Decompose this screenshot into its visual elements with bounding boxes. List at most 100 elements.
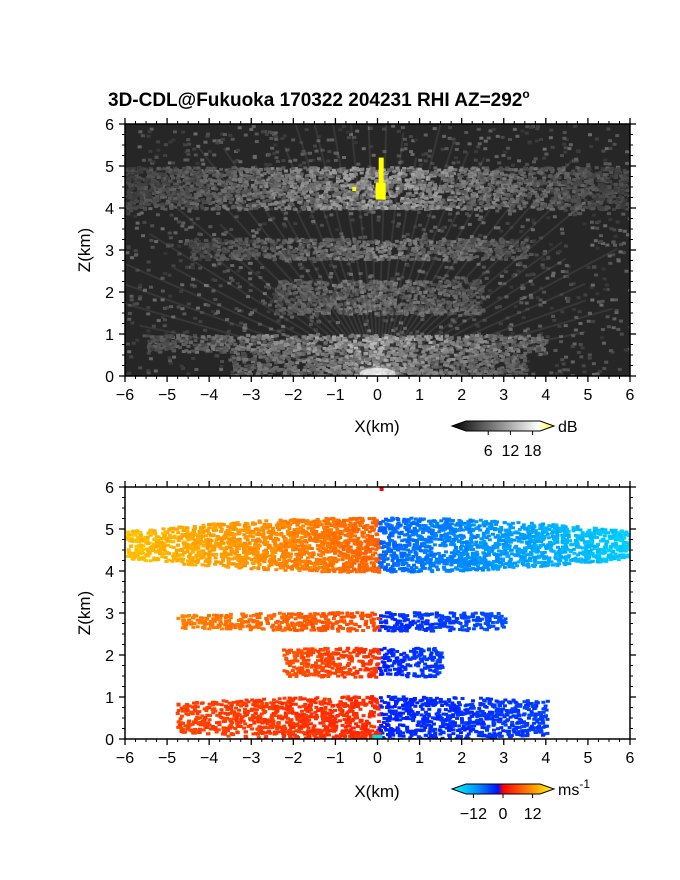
reflectivity-noise-pixel xyxy=(453,260,458,264)
reflectivity-layer-1-pixel xyxy=(263,245,268,249)
reflectivity-noise-pixel xyxy=(551,314,556,318)
reflectivity-noise-pixel xyxy=(464,130,469,134)
reflectivity-layer-0-pixel xyxy=(262,172,267,176)
reflectivity-layer-0-pixel xyxy=(395,166,400,170)
reflectivity-noise-pixel xyxy=(563,324,568,328)
reflectivity-layer-1-pixel xyxy=(362,250,367,254)
reflectivity-layer-0-pixel xyxy=(309,190,314,194)
reflectivity-noise-pixel xyxy=(502,192,507,196)
reflectivity-noise-pixel xyxy=(621,251,626,255)
reflectivity-noise-pixel xyxy=(290,315,295,319)
reflectivity-noise-pixel xyxy=(248,261,253,265)
reflectivity-noise-pixel xyxy=(169,305,174,309)
reflectivity-layer-0-pixel xyxy=(552,175,557,179)
reflectivity-noise-pixel xyxy=(289,326,294,330)
reflectivity-layer-0-pixel xyxy=(620,189,625,193)
reflectivity-noise-pixel xyxy=(127,317,132,321)
reflectivity-layer-0-pixel xyxy=(241,193,246,197)
reflectivity-layer-1-pixel xyxy=(519,256,524,260)
reflectivity-layer-0-pixel xyxy=(510,203,515,207)
reflectivity-noise-pixel xyxy=(267,303,272,307)
reflectivity-noise-pixel xyxy=(477,332,482,336)
reflectivity-layer-0-pixel xyxy=(215,204,220,208)
reflectivity-layer-0-pixel xyxy=(339,185,344,189)
reflectivity-layer-0-pixel xyxy=(293,182,298,186)
reflectivity-noise-pixel xyxy=(186,344,191,348)
reflectivity-layer-0-pixel xyxy=(411,179,416,183)
reflectivity-noise-pixel xyxy=(587,311,592,315)
reflectivity-layer-1-pixel xyxy=(245,243,250,247)
reflectivity-noise-pixel xyxy=(541,257,546,261)
reflectivity-layer-0-pixel xyxy=(194,199,199,203)
reflectivity-noise-pixel xyxy=(212,139,217,143)
reflectivity-layer-0-pixel xyxy=(200,190,205,194)
reflectivity-layer-0-pixel xyxy=(594,185,599,189)
reflectivity-layer-0-pixel xyxy=(471,191,476,195)
reflectivity-layer-0-pixel xyxy=(130,199,135,203)
reflectivity-noise-pixel xyxy=(532,160,537,164)
reflectivity-layer-1-pixel xyxy=(246,256,251,260)
reflectivity-layer-0-pixel xyxy=(131,203,136,207)
reflectivity-layer-0-pixel xyxy=(200,198,205,202)
reflectivity-layer-0-pixel xyxy=(364,186,369,190)
reflectivity-layer-0-pixel xyxy=(503,184,508,188)
reflectivity-layer-0-pixel xyxy=(148,195,153,199)
reflectivity-noise-pixel xyxy=(129,355,134,359)
reflectivity-layer-0-pixel xyxy=(483,207,488,211)
reflectivity-layer-0-pixel xyxy=(390,192,395,196)
reflectivity-layer-1-pixel xyxy=(221,241,226,245)
reflectivity-noise-pixel xyxy=(525,236,530,240)
reflectivity-layer-1-pixel xyxy=(443,258,448,262)
reflectivity-layer-0-pixel xyxy=(361,205,366,209)
reflectivity-layer-1-pixel xyxy=(383,248,388,252)
reflectivity-layer-1-pixel xyxy=(481,249,486,253)
reflectivity-noise-pixel xyxy=(216,211,221,215)
reflectivity-noise-pixel xyxy=(138,130,143,134)
reflectivity-layer-0-pixel xyxy=(627,170,630,174)
reflectivity-layer-0-pixel xyxy=(335,198,340,202)
reflectivity-noise-pixel xyxy=(336,155,341,159)
reflectivity-layer-1-pixel xyxy=(413,239,418,243)
reflectivity-layer-1-pixel xyxy=(324,254,329,258)
reflectivity-layer-0-pixel xyxy=(518,192,523,196)
reflectivity-layer-0-pixel xyxy=(369,172,374,176)
reflectivity-layer-1-pixel xyxy=(483,239,488,243)
reflectivity-layer-1-pixel xyxy=(441,246,446,250)
reflectivity-layer-0-pixel xyxy=(186,181,191,185)
reflectivity-layer-1-pixel xyxy=(471,249,476,253)
reflectivity-layer-1-pixel xyxy=(201,246,206,250)
reflectivity-layer-0-pixel xyxy=(307,207,312,211)
reflectivity-layer-1-pixel xyxy=(235,244,240,248)
reflectivity-noise-pixel xyxy=(167,231,172,235)
reflectivity-layer-0-pixel xyxy=(253,167,258,171)
reflectivity-layer-0-pixel xyxy=(256,169,261,173)
reflectivity-layer-0-pixel xyxy=(598,171,603,175)
reflectivity-layer-0-pixel xyxy=(184,204,189,208)
reflectivity-layer-1-pixel xyxy=(322,256,327,260)
reflectivity-layer-0-pixel xyxy=(465,196,470,200)
reflectivity-layer-0-pixel xyxy=(211,200,216,204)
reflectivity-layer-0-pixel xyxy=(514,182,519,186)
reflectivity-noise-pixel xyxy=(569,283,574,287)
reflectivity-layer-0-pixel xyxy=(331,168,336,172)
reflectivity-layer-0-pixel xyxy=(253,185,258,189)
reflectivity-layer-0-pixel xyxy=(297,200,302,204)
reflectivity-layer-1-pixel xyxy=(435,247,440,251)
reflectivity-noise-pixel xyxy=(384,319,389,323)
reflectivity-layer-0-pixel xyxy=(251,176,256,180)
reflectivity-layer-0-pixel xyxy=(617,171,622,175)
reflectivity-layer-0-pixel xyxy=(276,171,281,175)
reflectivity-layer-0-pixel xyxy=(340,187,345,191)
reflectivity-noise-pixel xyxy=(181,366,186,370)
reflectivity-noise-pixel xyxy=(270,146,275,150)
reflectivity-noise-pixel xyxy=(248,289,253,293)
reflectivity-layer-0-pixel xyxy=(595,193,600,197)
reflectivity-layer-1-pixel xyxy=(485,247,490,251)
reflectivity-layer-0-pixel xyxy=(538,207,543,211)
reflectivity-noise-pixel xyxy=(515,263,520,267)
reflectivity-noise-pixel xyxy=(239,309,244,313)
reflectivity-layer-0-pixel xyxy=(184,186,189,190)
reflectivity-noise-pixel xyxy=(572,342,577,346)
reflectivity-layer-0-pixel xyxy=(484,192,489,196)
reflectivity-layer-1-pixel xyxy=(281,241,286,245)
